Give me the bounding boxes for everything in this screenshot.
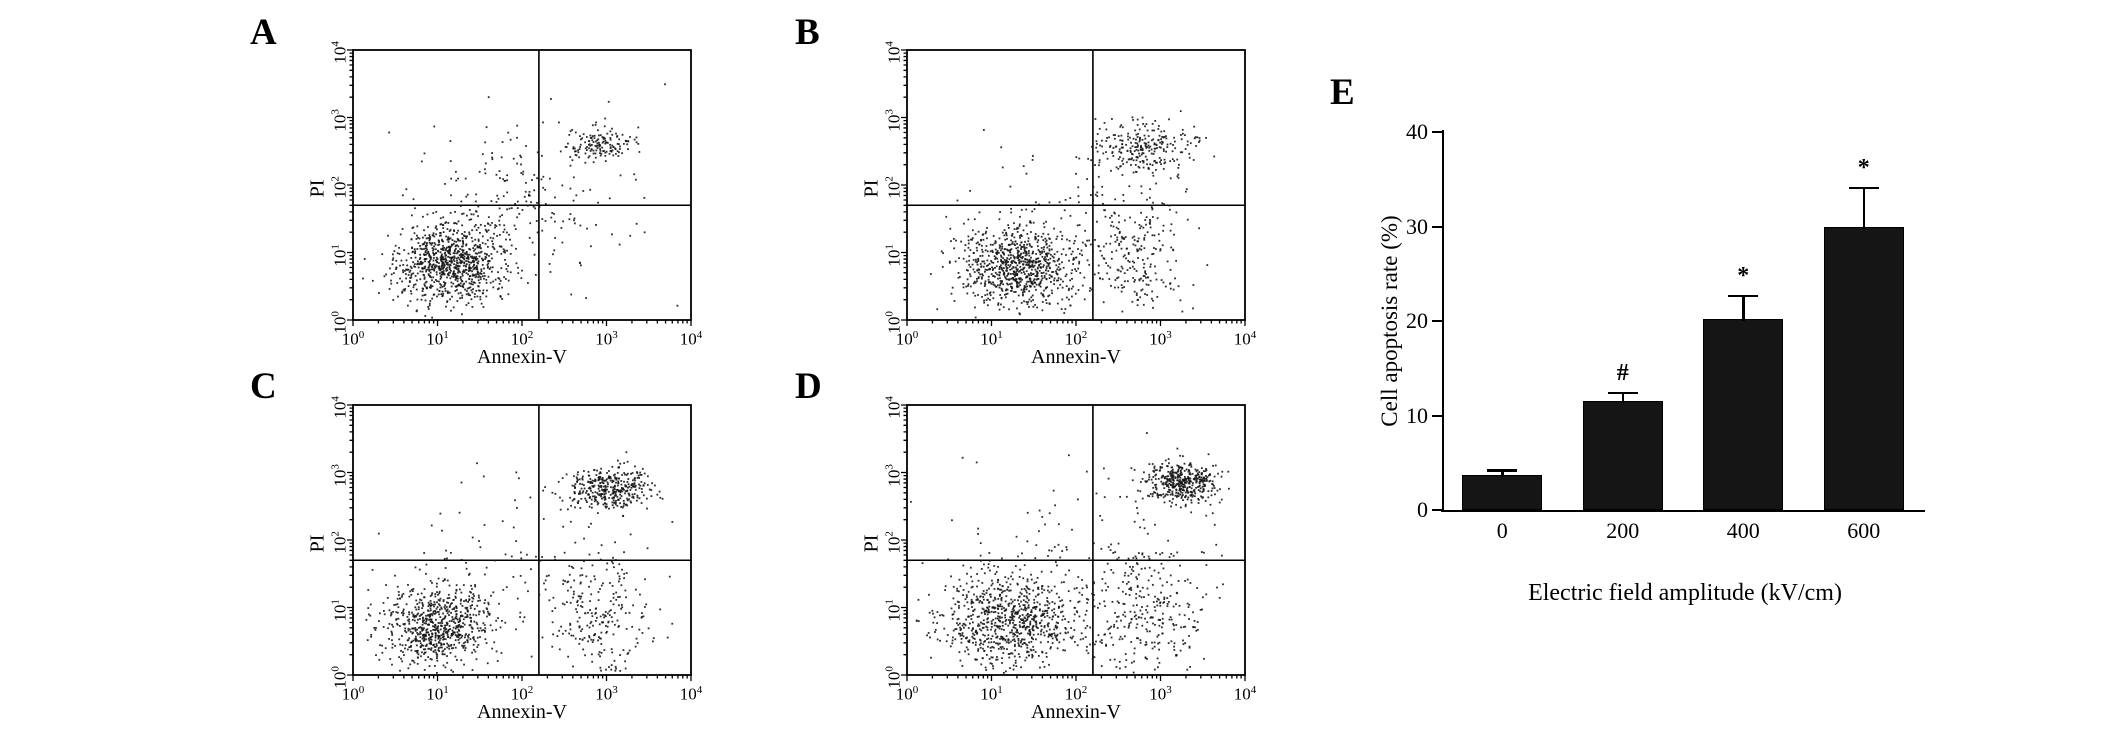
x-axis-label: Annexin-V xyxy=(477,701,567,723)
scatter-plot-canvas-b xyxy=(893,36,1259,334)
y-tick-label: 101 xyxy=(329,243,350,267)
x-tick-label: 103 xyxy=(595,684,618,704)
x-tick-label: 101 xyxy=(980,329,1003,349)
x-axis-label: Annexin-V xyxy=(477,346,567,368)
y-tick-label: 102 xyxy=(883,531,904,554)
panel-label-c: C xyxy=(250,366,277,407)
bar-400 xyxy=(1703,319,1784,510)
bar-x-axis-line xyxy=(1441,510,1925,512)
bar-category-label: 600 xyxy=(1847,518,1881,543)
x-tick-label: 100 xyxy=(341,329,365,349)
y-tick-label: 101 xyxy=(329,598,350,622)
y-tick-label: 104 xyxy=(329,41,350,64)
bar-plot-area: # * * xyxy=(1442,132,1924,510)
significance-marker: # xyxy=(1616,359,1629,386)
y-tick-label: 103 xyxy=(329,108,350,132)
y-tick-label: 102 xyxy=(329,176,350,199)
y-tick-label: 100 xyxy=(329,666,350,689)
scatter-plot-canvas-a xyxy=(339,36,705,334)
error-bar-cap xyxy=(1848,186,1879,190)
x-tick-label: 102 xyxy=(1064,684,1088,704)
bar-category-label: 400 xyxy=(1726,518,1760,543)
error-bar-cap xyxy=(1487,469,1518,472)
bar-0 xyxy=(1462,474,1543,510)
y-tick-label: 100 xyxy=(883,311,904,334)
y-tick-label: 103 xyxy=(883,463,904,487)
y-tick-label: 100 xyxy=(329,311,350,334)
x-tick-label: 100 xyxy=(341,684,365,704)
panel-label-b: B xyxy=(795,12,820,53)
flow-scatter-panel-c: Annexin-V PI 100 100 101 101 102 102 103 103 104… xyxy=(293,391,733,745)
x-tick-label: 104 xyxy=(679,684,703,704)
x-tick-label: 101 xyxy=(426,684,449,704)
bar-y-tick xyxy=(1432,414,1442,417)
x-axis-label: Annexin-V xyxy=(1031,346,1121,368)
bar-y-tick-label: 10 xyxy=(1406,402,1428,428)
y-axis-label: PI xyxy=(860,179,883,198)
flow-scatter-panel-a: Annexin-V PI 100 100 101 101 102 102 103 103 104… xyxy=(293,36,733,401)
bar-200 xyxy=(1582,401,1663,510)
y-tick-label: 104 xyxy=(329,396,350,419)
bar-x-axis-label: Electric field amplitude (kV/cm) xyxy=(1528,580,1842,606)
error-bar-cap xyxy=(1607,391,1638,395)
bar-y-tick xyxy=(1432,131,1442,133)
bar-y-axis-line xyxy=(1442,130,1444,512)
x-tick-label: 104 xyxy=(1233,684,1257,704)
error-bar-stem xyxy=(1862,186,1865,230)
x-tick-label: 100 xyxy=(895,329,919,349)
significance-marker: * xyxy=(1857,154,1870,181)
scatter-plot-canvas-c xyxy=(339,391,705,689)
bar-category-label: 200 xyxy=(1606,518,1640,543)
error-bar-stem xyxy=(1742,294,1745,321)
x-tick-label: 102 xyxy=(510,329,534,349)
x-axis-label: Annexin-V xyxy=(1031,701,1121,723)
significance-marker: * xyxy=(1737,262,1750,289)
panel-label-d: D xyxy=(795,366,822,407)
x-tick-label: 103 xyxy=(1149,684,1172,704)
y-axis-label: PI xyxy=(860,534,883,553)
y-tick-label: 104 xyxy=(883,396,904,419)
x-tick-label: 103 xyxy=(1149,329,1172,349)
error-bar-stem xyxy=(1501,469,1504,477)
x-tick-label: 101 xyxy=(426,329,449,349)
x-tick-label: 102 xyxy=(1064,329,1088,349)
y-tick-label: 102 xyxy=(883,176,904,199)
bar-y-tick xyxy=(1432,225,1442,228)
y-axis-label: PI xyxy=(306,179,329,198)
y-tick-label: 103 xyxy=(883,108,904,132)
x-tick-label: 104 xyxy=(679,329,703,349)
x-tick-label: 103 xyxy=(595,329,618,349)
bar-y-tick xyxy=(1432,509,1442,511)
bar-y-tick-label: 30 xyxy=(1406,213,1428,239)
y-tick-label: 100 xyxy=(883,666,904,689)
error-bar-cap xyxy=(1728,294,1759,298)
flow-scatter-panel-d: Annexin-V PI 100 100 101 101 102 102 103 103 104… xyxy=(847,391,1287,745)
y-axis-label: PI xyxy=(306,534,329,553)
y-tick-label: 101 xyxy=(883,243,904,267)
x-tick-label: 102 xyxy=(510,684,534,704)
bar-category-label: 0 xyxy=(1496,518,1508,543)
flow-scatter-panel-b: Annexin-V PI 100 100 101 101 102 102 103 103 104… xyxy=(847,36,1287,401)
x-tick-label: 100 xyxy=(895,684,919,704)
x-tick-label: 104 xyxy=(1233,329,1257,349)
panel-label-a: A xyxy=(250,12,277,53)
bar-600 xyxy=(1823,227,1904,510)
bar-y-tick xyxy=(1432,320,1442,322)
y-tick-label: 102 xyxy=(329,531,350,554)
bar-y-tick-label: 20 xyxy=(1406,308,1428,333)
apoptosis-bar-chart: Cell apoptosis rate (%) # * * Electric fie… xyxy=(1362,100,2022,660)
y-tick-label: 103 xyxy=(329,463,350,487)
panel-label-e: E xyxy=(1330,72,1355,113)
bar-y-tick-label: 40 xyxy=(1406,119,1428,144)
y-tick-label: 101 xyxy=(883,598,904,622)
bar-y-tick-label: 0 xyxy=(1417,497,1428,522)
scatter-plot-canvas-d xyxy=(893,391,1259,689)
y-tick-label: 104 xyxy=(883,41,904,64)
error-bar-stem xyxy=(1621,391,1624,404)
x-tick-label: 101 xyxy=(980,684,1003,704)
